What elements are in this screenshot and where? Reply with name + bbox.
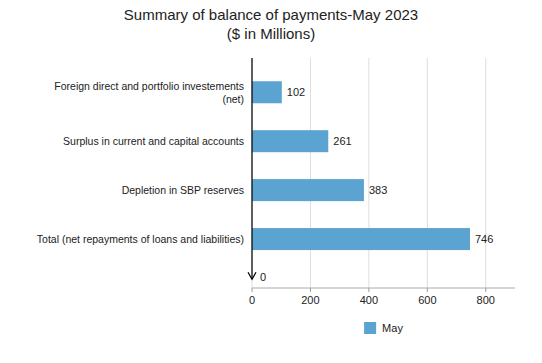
tick-label: 400 [360, 294, 378, 306]
tick-mark [310, 288, 311, 292]
tick-mark [427, 288, 428, 292]
subtitle: ($ in Millions) [227, 25, 315, 42]
category-label-line: Depletion in SBP reserves [122, 184, 244, 196]
grid-line [368, 58, 369, 288]
tick-mark [368, 288, 369, 292]
data-label: 746 [475, 233, 493, 245]
bars [252, 81, 470, 250]
grid-line [485, 58, 486, 288]
category-label-line: Foreign direct and portfolio investement… [54, 80, 244, 92]
legend: May [364, 322, 403, 334]
legend-swatch [364, 322, 376, 334]
bar [252, 130, 328, 152]
bar [252, 81, 282, 103]
category-label: Depletion in SBP reserves [122, 184, 244, 196]
category-label-line: Total (net repayments of loans and liabi… [37, 233, 244, 245]
grid-line [252, 58, 253, 288]
data-label: 261 [333, 135, 351, 147]
grid-line [310, 58, 311, 288]
tick-label: 800 [477, 294, 495, 306]
bar [252, 228, 470, 250]
grid-line [427, 58, 428, 288]
arrow-line [251, 58, 252, 278]
data-label: 102 [287, 86, 305, 98]
data-label: 383 [369, 184, 387, 196]
tick-mark [252, 288, 253, 292]
category-label-line: (net) [222, 93, 244, 105]
category-label: Foreign direct and portfolio investement… [54, 80, 244, 105]
tick-label: 200 [301, 294, 319, 306]
category-label: Surplus in current and capital accounts [63, 135, 244, 147]
legend-label: May [382, 322, 403, 334]
tick-label: 600 [418, 294, 436, 306]
annotation: 0 [260, 271, 266, 283]
tick-mark [485, 288, 486, 292]
bar [252, 179, 364, 201]
title: Summary of balance of payments-May 2023 [124, 6, 418, 23]
chart: Summary of balance of payments-May 2023 (… [0, 0, 542, 363]
category-label-line: Surplus in current and capital accounts [63, 135, 244, 147]
category-label: Total (net repayments of loans and liabi… [37, 233, 244, 245]
x-axis-line [252, 288, 515, 289]
arrow-head [248, 272, 256, 279]
tick-label: 0 [249, 294, 255, 306]
